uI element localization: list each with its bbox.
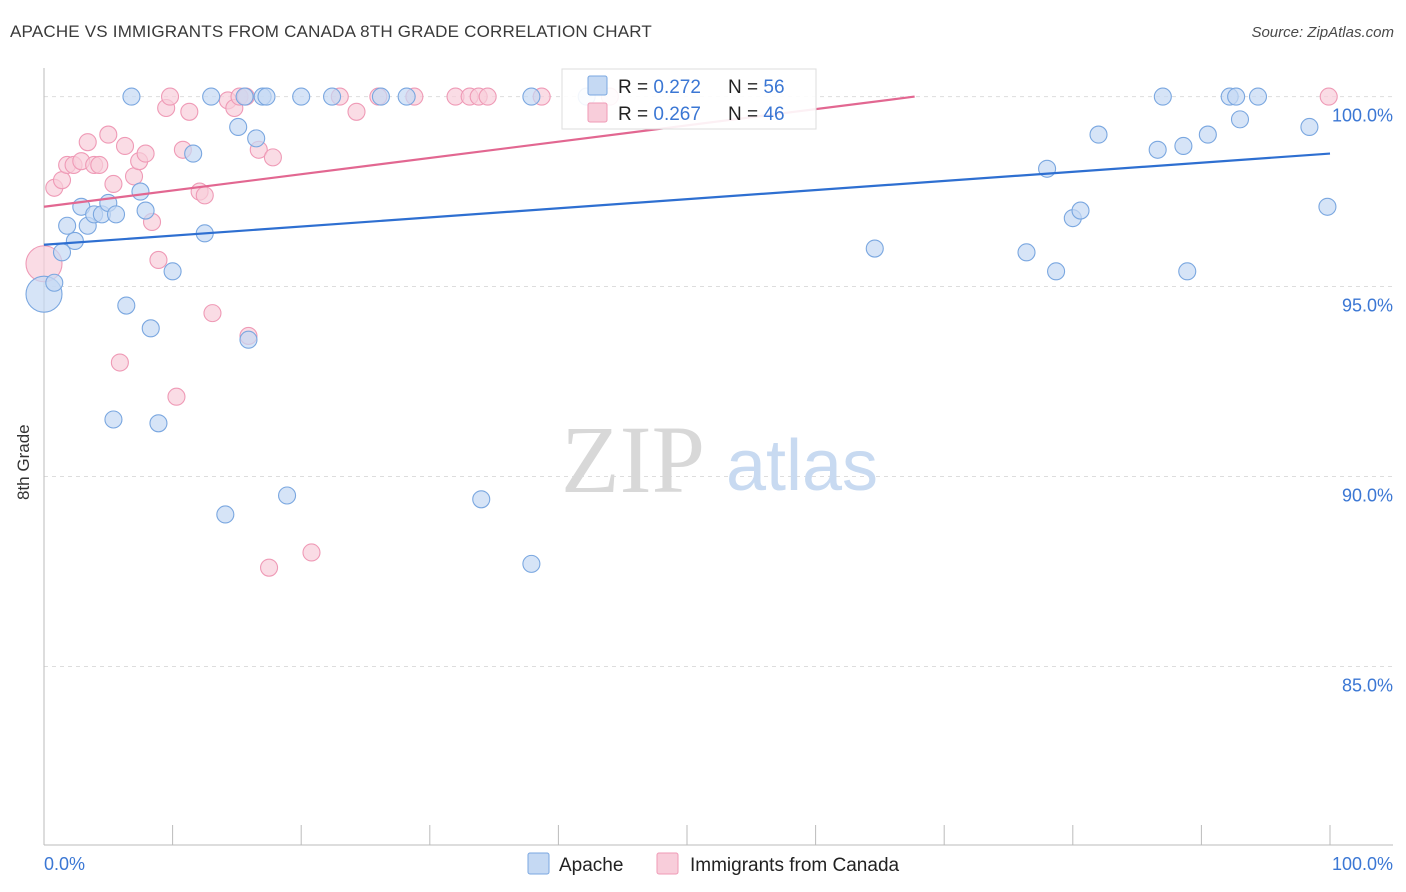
canada-point <box>195 186 214 205</box>
legend-swatch-canada <box>656 852 679 875</box>
canada-point <box>347 102 366 121</box>
apache-point <box>122 87 141 106</box>
canada-point <box>90 155 109 175</box>
canada-point <box>302 543 321 562</box>
stats-n-value: 46 <box>763 104 784 125</box>
stats-r-value: 0.267 <box>653 104 701 125</box>
apache-point <box>235 87 254 106</box>
apache-point <box>106 205 126 224</box>
apache-point <box>1148 140 1167 159</box>
apache-point <box>1153 87 1172 106</box>
apache-point <box>1071 201 1090 220</box>
axes: 100.0% 95.0% 90.0% 85.0% 0.0% 100.0% <box>43 68 1393 874</box>
y-tick-label: 85.0% <box>1342 675 1393 695</box>
chart-title: APACHE VS IMMIGRANTS FROM CANADA 8TH GRA… <box>10 22 653 41</box>
stats-swatch-canada <box>587 102 608 123</box>
y-axis-label: 8th Grade <box>14 424 33 500</box>
canada-point <box>52 171 72 190</box>
apache-point <box>247 129 266 148</box>
x-tick-label: 0.0% <box>44 854 85 874</box>
legend-label-apache: Apache <box>559 855 623 876</box>
apache-point <box>58 216 77 235</box>
canada-point <box>104 174 123 194</box>
canada-point <box>259 558 279 577</box>
stats-n-label: N = <box>728 77 763 98</box>
canada-point <box>78 133 97 152</box>
apache-point <box>184 144 203 163</box>
canada-point <box>124 167 144 186</box>
stats-legend: R = 0.272 N = 56 R = 0.267 N = 46 <box>561 68 817 130</box>
apache-point <box>522 87 541 106</box>
apache-point <box>149 414 168 433</box>
legend-swatch-apache <box>527 852 550 875</box>
canada-point <box>167 387 186 406</box>
apache-point <box>472 490 491 509</box>
apache-point <box>1198 125 1217 144</box>
apache-trendline <box>43 152 1331 246</box>
canada-point <box>149 250 168 270</box>
apache-point <box>1178 262 1197 281</box>
apache-point <box>202 87 221 106</box>
apache-point <box>1300 117 1319 137</box>
watermark-atlas: atlas <box>726 426 878 506</box>
x-tick-label: 100.0% <box>1332 854 1393 874</box>
stats-n-label: N = <box>728 104 763 125</box>
apache-point <box>141 319 160 338</box>
stats-r-label: R = <box>618 104 653 125</box>
apache-points <box>25 87 1337 573</box>
apache-point <box>323 87 342 106</box>
apache-point <box>1230 110 1250 129</box>
apache-point <box>1227 87 1246 106</box>
watermark-zip: ZIP <box>561 406 705 513</box>
apache-point <box>216 505 235 524</box>
canada-point <box>203 304 222 323</box>
canada-point <box>99 125 118 144</box>
canada-point <box>115 136 135 156</box>
apache-point <box>257 87 276 106</box>
stats-r-label: R = <box>618 77 653 98</box>
y-tick-label: 100.0% <box>1332 106 1393 126</box>
apache-point <box>1318 197 1337 216</box>
stats-n-value: 56 <box>763 77 784 98</box>
stats-swatch-apache <box>587 75 608 96</box>
legend-label-canada: Immigrants from Canada <box>690 855 900 876</box>
apache-point <box>865 239 884 258</box>
canada-point <box>160 87 180 106</box>
canada-point <box>1319 87 1338 106</box>
stats-row-canada: R = 0.267 N = 46 <box>618 104 785 125</box>
apache-point <box>45 273 64 292</box>
apache-point <box>371 87 390 106</box>
apache-point <box>239 330 258 349</box>
bottom-legend: Apache Immigrants from Canada <box>527 852 900 876</box>
canada-point <box>263 148 282 167</box>
apache-point <box>1248 87 1268 106</box>
apache-point <box>292 87 311 106</box>
canada-point <box>180 102 199 121</box>
apache-point <box>1047 262 1066 281</box>
canada-point <box>110 353 129 372</box>
apache-point <box>278 486 297 505</box>
apache-point <box>131 182 150 201</box>
y-tick-label: 95.0% <box>1342 296 1393 316</box>
apache-point <box>117 296 136 315</box>
apache-point <box>1174 136 1193 156</box>
apache-point <box>229 117 248 137</box>
apache-point <box>65 231 84 251</box>
apache-point <box>136 201 155 220</box>
apache-point <box>397 87 416 106</box>
apache-point <box>163 262 182 281</box>
apache-point <box>104 410 123 429</box>
apache-point <box>1089 125 1108 144</box>
canada-point <box>136 144 155 163</box>
stats-r-value: 0.272 <box>653 77 701 98</box>
canada-point <box>478 87 497 106</box>
source-note: Source: ZipAtlas.com <box>1251 24 1394 41</box>
apache-point <box>522 554 541 573</box>
stats-row-apache: R = 0.272 N = 56 <box>618 77 785 98</box>
apache-point <box>1017 243 1036 262</box>
y-tick-label: 90.0% <box>1342 485 1393 505</box>
